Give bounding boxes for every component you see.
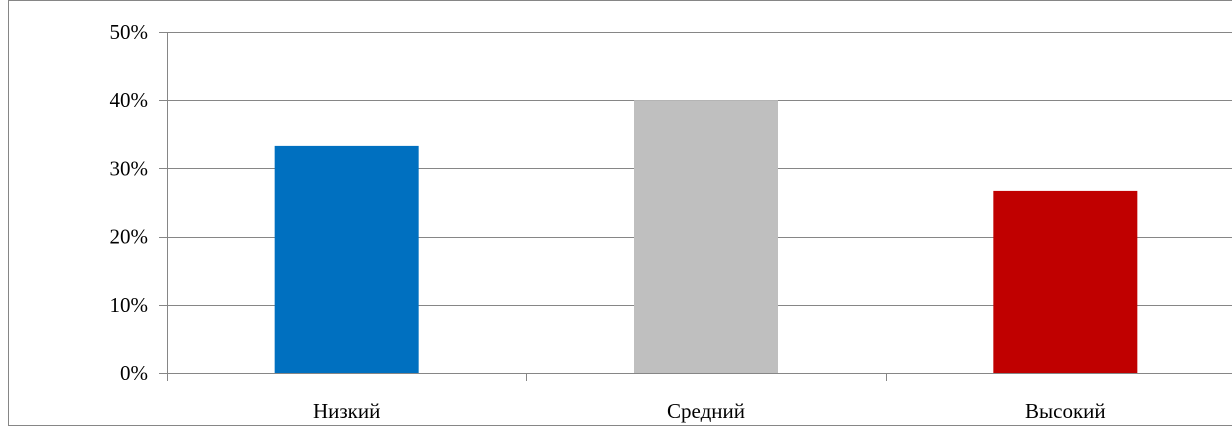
y-tick-label: 0% (120, 361, 148, 385)
y-tick-label: 30% (110, 156, 149, 180)
x-tick-label: Средний (667, 399, 745, 423)
x-tick-label: Высокий (1025, 399, 1106, 423)
y-tick-label: 10% (110, 293, 149, 317)
x-tick-label: Низкий (313, 399, 380, 423)
y-tick-label: 40% (110, 88, 149, 112)
y-tick-labels: 0% 10% 20% 30% 40% 50% (110, 20, 149, 385)
bars (274, 100, 1138, 373)
y-tick-label: 50% (110, 20, 149, 44)
bar (634, 100, 778, 373)
axes (159, 32, 1232, 381)
bar (274, 145, 419, 373)
y-tick-label: 20% (110, 225, 149, 249)
bar (993, 190, 1138, 373)
x-tick-labels: Низкий Средний Высокий (313, 399, 1106, 423)
